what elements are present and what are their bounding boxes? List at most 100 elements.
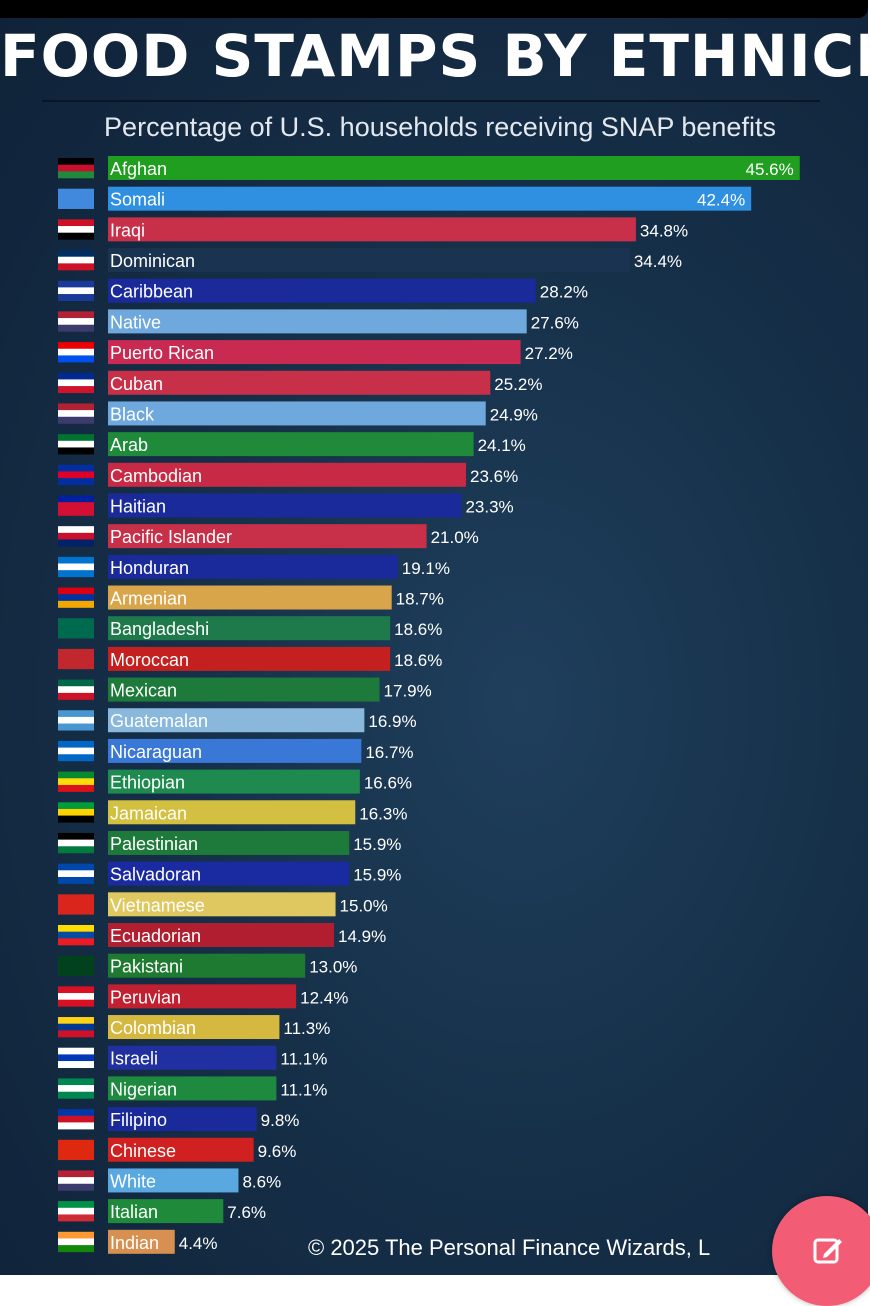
bar-ethiopian [108,769,360,794]
puerto-rico-flag-icon [58,342,94,363]
value-label: 7.6% [227,1203,266,1222]
copyright-footer: © 2025 The Personal Finance Wizards, L [308,1235,711,1260]
top-bar [0,0,868,18]
bar-israeli [108,1045,277,1070]
chart-title: FOOD STAMPS BY ETHNICITY [0,22,868,90]
bar-white [108,1168,239,1193]
category-label: Arab [110,435,148,455]
bar-indian [108,1229,175,1254]
honduras-flag-icon [58,556,94,578]
category-label: Nigerian [110,1079,177,1099]
bar-guatemalan [108,708,365,733]
iraq-flag-icon [58,219,94,240]
nigeria-flag-icon [58,1078,94,1099]
bar-pacific-islander [108,524,427,549]
usa-flag-icon [58,1170,94,1191]
category-label: Armenian [110,589,187,609]
category-label: Native [110,312,161,332]
bar-vietnamese [108,892,336,917]
category-label: Israeli [110,1049,158,1069]
dominican-republic-flag-icon [58,250,94,271]
bar-arab [108,432,474,457]
bar-ecuadorian [108,923,335,947]
value-label: 16.7% [365,743,413,762]
category-label: Honduran [110,558,189,578]
palestine-flag-icon [58,832,94,854]
bar-native [108,309,527,334]
category-label: Afghan [110,159,167,179]
bar-honduran [108,554,398,579]
value-label: 27.2% [525,344,573,363]
bar-cambodian [108,462,467,487]
category-label: Filipino [110,1110,167,1130]
caribbean-flag-icon [58,280,94,302]
bar-cuban [108,370,491,395]
category-label: Salvadoran [110,865,201,885]
value-label: 17.9% [384,682,432,701]
india-flag-icon [58,1231,94,1253]
category-label: Caribbean [110,282,193,302]
category-label: Pacific Islander [110,527,232,547]
pakistan-flag-icon [58,955,94,976]
somalia-flag-icon [58,188,94,209]
value-label: 34.8% [640,221,688,240]
value-label: 23.6% [470,467,518,486]
hawaii-flag-icon [58,526,94,547]
afghanistan-flag-icon [58,158,94,179]
bar-colombian [108,1015,280,1040]
category-label: Chinese [110,1141,176,1161]
bar-moroccan [108,646,391,671]
category-label: Indian [110,1233,159,1253]
bar-afghan [108,156,800,180]
category-label: Cambodian [110,466,202,486]
infographic-panel: FOOD STAMPS BY ETHNICITY Percentage of U… [0,0,868,1275]
category-label: Ethiopian [110,773,185,793]
edit-button[interactable] [772,1196,870,1306]
value-label: 15.0% [340,896,388,915]
bar-mexican [108,677,380,702]
edit-pencil-icon [813,1238,842,1264]
uae-flag-icon [58,434,94,455]
bar-somali [108,186,752,211]
value-label: 19.1% [402,559,450,578]
category-label: Bangladeshi [110,619,209,639]
category-label: White [110,1171,156,1191]
bar-nicaraguan [108,738,362,763]
category-label: Iraqi [110,220,145,240]
cuba-flag-icon [58,372,94,394]
china-flag-icon [58,1139,94,1161]
category-label: Moroccan [110,650,189,670]
italy-flag-icon [58,1201,94,1222]
el-salvador-flag-icon [58,863,94,884]
value-label: 11.1% [280,1050,327,1069]
bar-haitian [108,493,462,518]
armenia-flag-icon [58,587,94,608]
value-label: 16.9% [368,712,416,731]
value-label: 9.6% [258,1142,297,1161]
value-label: 28.2% [540,283,588,302]
category-label: Pakistani [110,957,183,977]
value-label: 18.6% [394,620,442,639]
category-label: Haitian [110,496,166,516]
philippines-flag-icon [58,1109,94,1130]
bar-jamaican [108,800,356,825]
value-label: 16.3% [359,804,407,823]
category-label: Somali [110,190,165,210]
category-label: Vietnamese [110,895,205,915]
chart-subtitle: Percentage of U.S. households receiving … [104,112,776,142]
mexico-flag-icon [58,679,94,700]
bar-bangladeshi [108,616,391,641]
category-label: Palestinian [110,834,198,854]
nicaragua-flag-icon [58,740,94,762]
value-label: 24.9% [490,405,538,424]
israel-flag-icon [58,1047,94,1069]
value-label: 45.6% [746,160,794,179]
bar-chinese [108,1137,254,1162]
guatemala-flag-icon [58,710,94,731]
bar-filipino [108,1107,257,1132]
category-label: Jamaican [110,803,187,823]
cambodia-flag-icon [58,464,94,486]
bar-chart: Afghan 45.6% Somali 42.4% Iraqi 34.8% Dominica… [58,156,800,1254]
value-label: 18.6% [394,651,442,670]
value-label: 9.8% [261,1111,300,1130]
